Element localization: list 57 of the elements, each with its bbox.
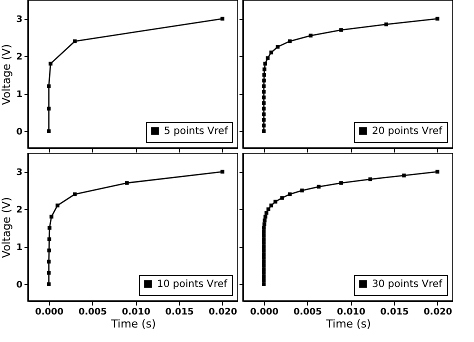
point <box>48 226 52 230</box>
point <box>220 16 224 21</box>
x-axis-title: Time (s) <box>110 318 156 330</box>
point <box>262 124 266 128</box>
point <box>48 62 52 66</box>
y-tick-label: 1 <box>16 243 22 254</box>
point <box>262 226 266 230</box>
point <box>50 214 54 219</box>
x-tick-label: 0.000 <box>250 308 279 318</box>
x-tick-label: 0.015 <box>380 308 409 318</box>
x-tick-label: 0.010 <box>122 308 150 318</box>
x-tick-label: 0.005 <box>293 308 322 318</box>
x-axis-title: Time (s) <box>325 318 371 330</box>
point <box>47 248 51 252</box>
point <box>436 170 440 174</box>
point <box>262 101 266 105</box>
y-tick-label: 0 <box>16 280 22 291</box>
point <box>220 170 224 174</box>
x-tick-label: 0.010 <box>336 308 366 318</box>
point <box>266 56 270 60</box>
point <box>269 50 274 54</box>
point <box>300 188 304 192</box>
point <box>264 211 268 215</box>
point <box>339 181 343 185</box>
point <box>56 204 60 208</box>
y-tick-label: 2 <box>16 206 22 216</box>
point <box>436 16 440 21</box>
point <box>46 271 51 275</box>
point <box>262 73 266 77</box>
point <box>269 204 274 208</box>
point <box>125 181 129 185</box>
legend-label: 5 points Vref <box>164 126 228 137</box>
x-tick-label: 0.005 <box>78 308 107 318</box>
point <box>264 214 268 219</box>
point <box>339 28 343 32</box>
point <box>308 34 313 38</box>
point <box>262 78 266 82</box>
point <box>262 118 266 122</box>
y-tick-label: 1 <box>16 90 22 100</box>
y-tick-label: 2 <box>16 52 22 63</box>
y-tick-label: 3 <box>16 15 22 26</box>
legend-label: 30 points Vref <box>372 279 443 290</box>
point <box>402 174 406 178</box>
legend-label: 20 points Vref <box>372 126 443 137</box>
x-tick-label: 0.000 <box>35 308 64 318</box>
x-tick-label: 0.020 <box>424 308 452 318</box>
point <box>262 67 266 72</box>
y-axis-title: Voltage (V) <box>0 44 14 105</box>
point <box>262 218 267 222</box>
y-tick-label: 0 <box>16 128 22 138</box>
y-axis-title: Voltage (V) <box>0 197 14 258</box>
x-tick-label: 0.015 <box>165 308 194 318</box>
x-tick-label: 0.020 <box>208 308 238 318</box>
legend-label: 10 points Vref <box>157 279 228 290</box>
y-tick-label: 3 <box>16 168 22 178</box>
point <box>280 196 284 200</box>
point <box>262 96 266 100</box>
